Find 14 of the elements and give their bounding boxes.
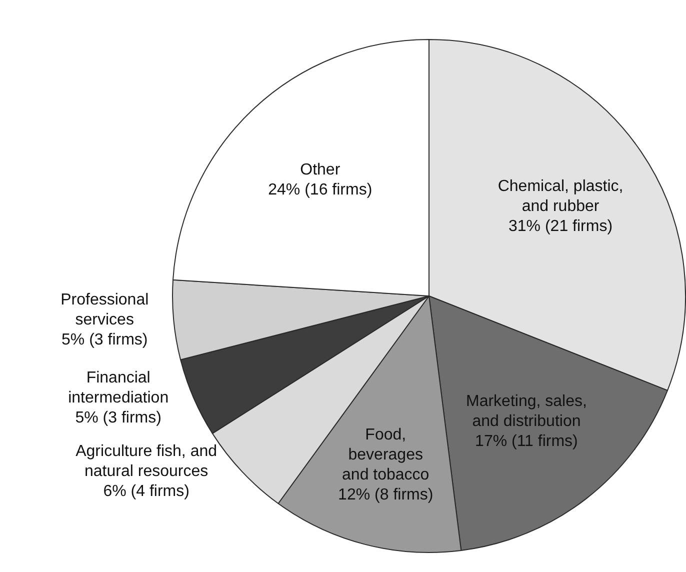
data-label: 17% (11 firms) — [475, 433, 578, 450]
slice-label: Professional services — [60, 292, 149, 329]
slice-label: Other — [300, 161, 341, 178]
data-label: 6% (4 firms) — [103, 482, 190, 500]
data-label: 24% (16 firms) — [268, 181, 372, 198]
data-label: 5% (3 firms) — [75, 409, 162, 426]
data-label: 31% (21 firms) — [508, 218, 613, 236]
data-label: 5% (3 firms) — [62, 332, 148, 349]
data-label: 12% (8 firms) — [338, 486, 434, 504]
slice-label: Agriculture fish, and natural resources — [76, 442, 218, 480]
slice-label: Marketing, sales, and distribution — [466, 393, 587, 430]
slice-label: Chemical, plastic, and rubber — [498, 178, 624, 216]
slice-label: Financial intermediation — [68, 369, 169, 406]
slice-label: Food, beverages and tobacco — [342, 426, 430, 484]
